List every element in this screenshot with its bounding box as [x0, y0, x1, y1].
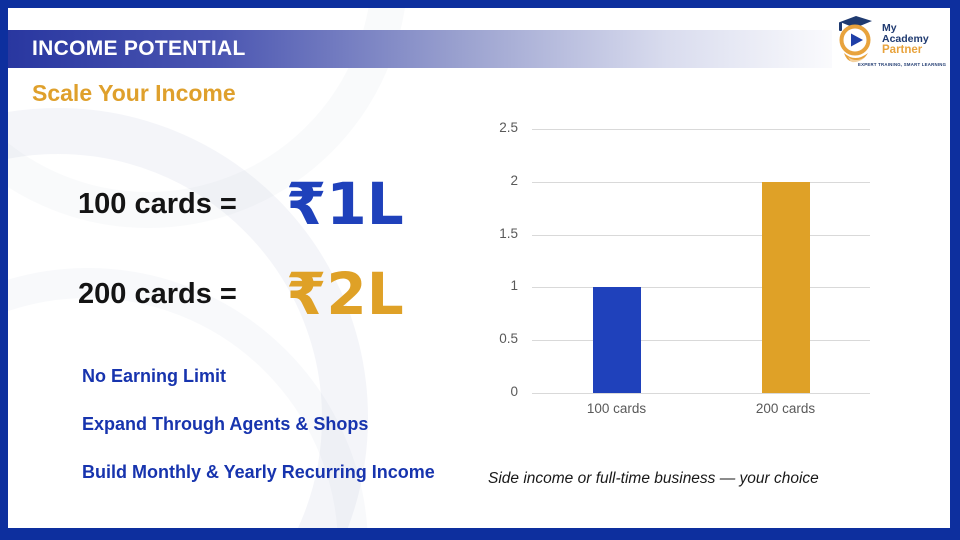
equation-row-2: 200 cards = ₹2L — [78, 258, 404, 330]
page-title: INCOME POTENTIAL — [32, 37, 246, 60]
chart-gridline — [532, 129, 870, 130]
logo-word-my: My — [882, 22, 897, 35]
x-category-label: 200 cards — [755, 401, 816, 416]
x-category-label: 100 cards — [586, 401, 647, 416]
benefit-list: No Earning Limit Expand Through Agents &… — [82, 366, 435, 510]
benefit-item: Expand Through Agents & Shops — [82, 414, 369, 434]
equation-row-1: 100 cards = ₹1L — [78, 168, 404, 240]
slide-content: INCOME POTENTIAL My Academy Partner EXPE… — [8, 8, 950, 528]
benefit-item: No Earning Limit — [82, 366, 226, 386]
equation-value: ₹1L — [286, 170, 404, 238]
company-logo: My Academy Partner EXPERT TRAINING, SMAR… — [832, 10, 948, 70]
equation-value: ₹2L — [286, 260, 404, 328]
chart-caption: Side income or full-time business — your… — [488, 470, 819, 487]
logo-tagline: EXPERT TRAINING, SMART LEARNING — [858, 62, 947, 67]
benefit-item: Build Monthly & Yearly Recurring Income — [82, 462, 435, 482]
chart-plot-area: 100 cards 200 cards — [532, 129, 870, 416]
logo-word-partner: Partner — [882, 43, 923, 56]
chart-gridline — [532, 393, 870, 394]
y-tick-label: 1 — [510, 278, 518, 294]
chart-gridline — [532, 287, 870, 289]
y-tick-label: 1.5 — [499, 225, 518, 241]
equation-label: 100 cards = — [78, 187, 237, 220]
y-tick-label: 2 — [510, 172, 518, 188]
y-tick-label: 0 — [510, 384, 518, 399]
equation-label: 200 cards = — [78, 277, 237, 310]
logo-word-academy: Academy — [882, 33, 929, 46]
academy-play-icon — [839, 16, 872, 63]
header-bar: INCOME POTENTIAL — [8, 30, 950, 68]
bar-200-cards — [761, 181, 810, 393]
bar-100-cards — [592, 287, 641, 393]
logo-wordmark: My Academy Partner — [882, 23, 929, 56]
chart-gridline — [532, 234, 870, 236]
chart-gridline — [532, 181, 870, 183]
y-tick-label: 0.5 — [499, 331, 518, 347]
slide-subtitle: Scale Your Income — [32, 80, 236, 106]
chart-gridline — [532, 340, 870, 342]
y-tick-label: 2.5 — [499, 120, 518, 135]
income-bar-chart: 100 cards 200 cards 0 0.5 1 1.5 2 2.5 — [480, 110, 896, 426]
